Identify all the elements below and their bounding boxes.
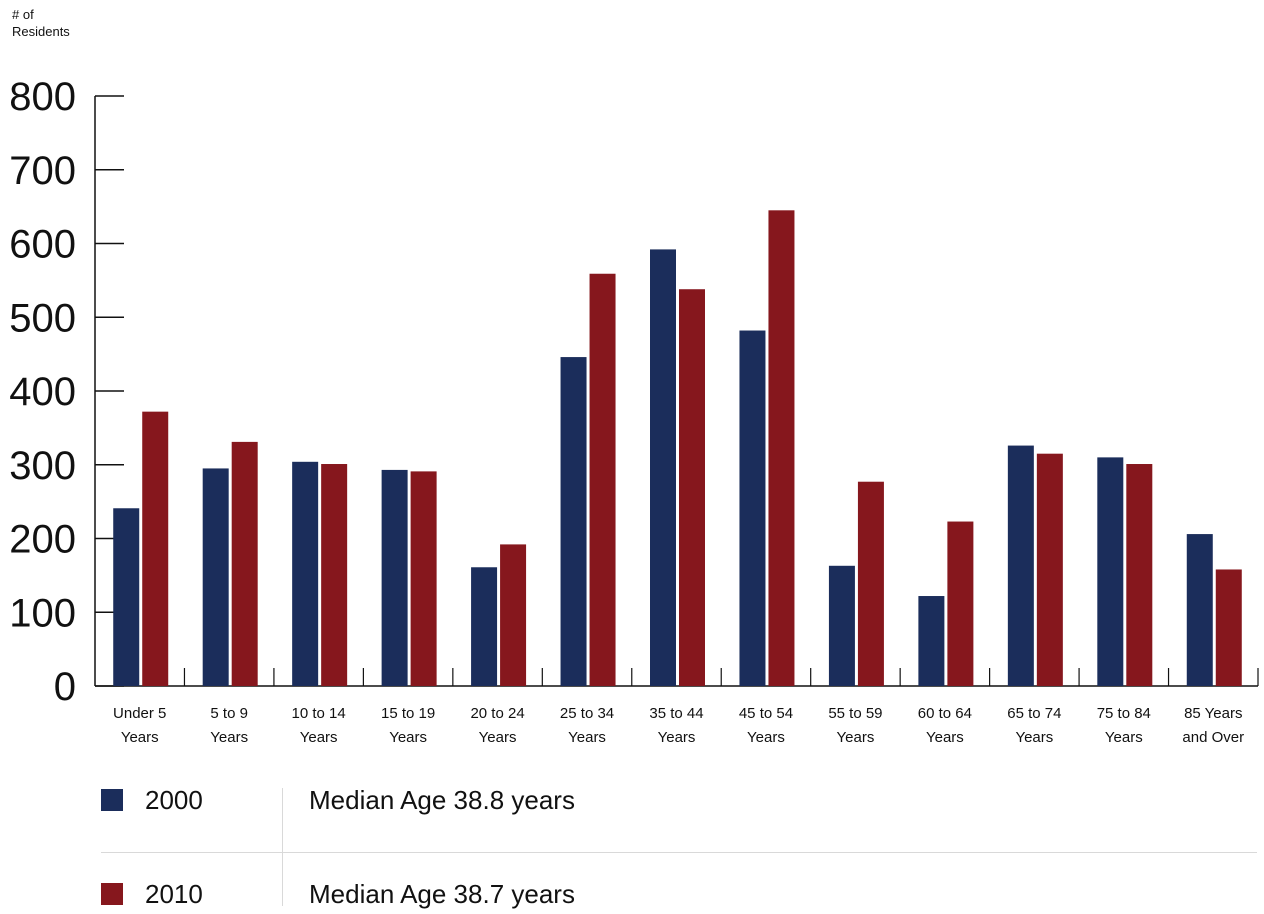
bar-2010-10 bbox=[1036, 453, 1063, 686]
x-tick-label: Years bbox=[837, 729, 875, 746]
x-tick-label: Years bbox=[1015, 729, 1053, 746]
x-tick-label: Years bbox=[658, 729, 696, 746]
y-tick-label: 800 bbox=[9, 75, 76, 119]
bar-2010-11 bbox=[1126, 464, 1153, 686]
x-tick-label: Years bbox=[389, 729, 427, 746]
bar-2000-9 bbox=[918, 596, 945, 686]
bar-2000-3 bbox=[381, 469, 408, 686]
bar-2010-6 bbox=[679, 289, 705, 686]
bar-2010-4 bbox=[500, 544, 527, 686]
bar-2000-8 bbox=[828, 565, 855, 686]
x-tick-label: Years bbox=[479, 729, 517, 746]
x-tick-label: 15 to 19 bbox=[381, 705, 435, 722]
x-tick-label: 25 to 34 bbox=[560, 705, 614, 722]
x-tick-label: Years bbox=[121, 729, 159, 746]
legend-label-2010: 2010 bbox=[145, 878, 203, 909]
x-tick-label: Years bbox=[747, 729, 785, 746]
bar-2010-2 bbox=[321, 464, 348, 686]
x-tick-label: 20 to 24 bbox=[470, 705, 524, 722]
bar-2000-4 bbox=[471, 567, 498, 686]
bar-2000-2 bbox=[292, 461, 319, 686]
bar-2000-0 bbox=[113, 508, 140, 686]
legend-label-2000: 2000 bbox=[145, 784, 203, 815]
y-axis-label: # of Residents bbox=[12, 6, 102, 40]
x-tick-label: Years bbox=[300, 729, 338, 746]
bar-2010-9 bbox=[947, 521, 974, 686]
y-tick-label: 600 bbox=[9, 223, 76, 267]
y-tick-label: 400 bbox=[9, 370, 76, 414]
bar-chart: 0 100 200 300 400 500 600 700 800 Under 5 Years 5 t… bbox=[9, 75, 1259, 746]
bar-2010-3 bbox=[410, 471, 437, 686]
y-tick-label: 0 bbox=[54, 665, 76, 709]
bar-2010-5 bbox=[589, 273, 616, 686]
x-tick-label: 85 Years bbox=[1184, 705, 1242, 722]
x-tick-label: Years bbox=[926, 729, 964, 746]
median-age-2010: Median Age 38.7 years bbox=[309, 878, 575, 909]
median-age-2000: Median Age 38.8 years bbox=[309, 784, 575, 815]
bar-2010-8 bbox=[857, 481, 884, 686]
bar-2000-1 bbox=[202, 468, 229, 686]
x-tick-label: 35 to 44 bbox=[649, 705, 703, 722]
bar-2010-12 bbox=[1215, 569, 1242, 686]
bar-2000-11 bbox=[1097, 457, 1124, 686]
x-tick-label: Under 5 bbox=[113, 705, 166, 722]
y-tick-label: 700 bbox=[9, 149, 76, 193]
x-tick-label: 55 to 59 bbox=[828, 705, 882, 722]
x-tick-label: Years bbox=[568, 729, 606, 746]
y-tick-label: 200 bbox=[9, 518, 76, 562]
x-tick-label: 5 to 9 bbox=[210, 705, 248, 722]
legend-divider bbox=[101, 852, 1257, 853]
legend-row-2000: 2000 Median Age 38.8 years bbox=[101, 780, 575, 820]
bar-2010-1 bbox=[231, 441, 258, 686]
legend-swatch-2000 bbox=[101, 789, 123, 811]
bar-2000-12 bbox=[1186, 534, 1213, 686]
bar-2000-6 bbox=[650, 249, 676, 686]
bar-2000-5 bbox=[560, 357, 587, 686]
bar-2000-7 bbox=[739, 330, 766, 686]
bar-2010-0 bbox=[142, 411, 169, 686]
x-tick-label: 45 to 54 bbox=[739, 705, 793, 722]
x-tick-label: 60 to 64 bbox=[918, 705, 972, 722]
legend-row-2010: 2010 Median Age 38.7 years bbox=[101, 874, 575, 914]
x-tick-label: Years bbox=[210, 729, 248, 746]
x-tick-label: and Over bbox=[1182, 729, 1244, 746]
legend-vertical-divider bbox=[282, 788, 283, 906]
y-tick-label: 300 bbox=[9, 444, 76, 488]
y-tick-label: 100 bbox=[9, 591, 76, 635]
bar-2010-7 bbox=[768, 210, 795, 686]
legend-swatch-2010 bbox=[101, 883, 123, 905]
bar-2000-10 bbox=[1007, 445, 1034, 686]
y-axis-label-line-1: # of Residents bbox=[12, 7, 70, 39]
y-tick-label: 500 bbox=[9, 296, 76, 340]
x-tick-label: 65 to 74 bbox=[1007, 705, 1061, 722]
x-tick-label: 10 to 14 bbox=[292, 705, 346, 722]
x-tick-label: 75 to 84 bbox=[1097, 705, 1151, 722]
x-tick-label: Years bbox=[1105, 729, 1143, 746]
